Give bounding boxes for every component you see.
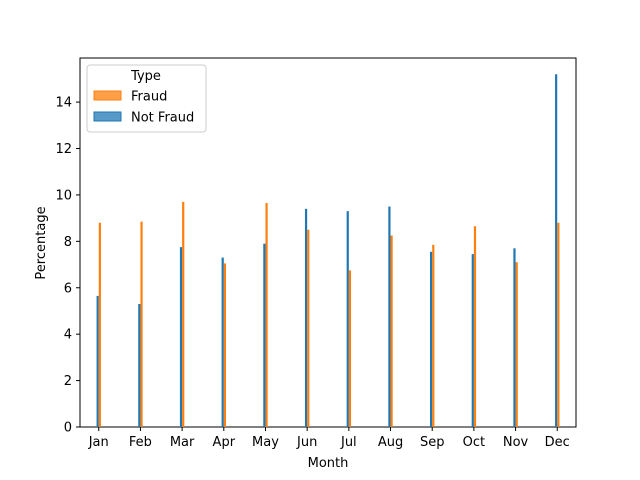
bar-not-fraud-nov xyxy=(513,248,516,427)
x-tick-label-feb: Feb xyxy=(129,435,152,450)
bar-fraud-may xyxy=(265,203,268,427)
bar-not-fraud-mar xyxy=(179,247,183,427)
legend-swatch-not-fraud xyxy=(93,111,122,122)
bar-fraud-dec xyxy=(557,222,560,427)
bar-not-fraud-sep xyxy=(430,251,433,427)
y-tick-label: 4 xyxy=(64,328,72,343)
bar-not-fraud-feb xyxy=(138,304,141,427)
x-tick-label-jan: Jan xyxy=(88,435,109,450)
bar-fraud-sep xyxy=(432,244,435,427)
legend-label-fraud: Fraud xyxy=(131,90,167,105)
bar-fraud-jul xyxy=(348,270,352,427)
y-tick-label: 12 xyxy=(55,142,72,157)
bars xyxy=(96,74,560,427)
bar-fraud-nov xyxy=(515,262,518,427)
legend-title: Type xyxy=(130,69,161,84)
bar-not-fraud-jul xyxy=(346,211,349,427)
bar-not-fraud-oct xyxy=(471,254,474,427)
bar-not-fraud-dec xyxy=(555,74,558,427)
x-tick-label-nov: Nov xyxy=(503,435,529,450)
x-axis-title: Month xyxy=(308,456,349,471)
y-axis: 0 2 4 6 8 10 12 14 xyxy=(55,96,80,436)
y-tick-label: 0 xyxy=(64,421,72,436)
bar-not-fraud-may xyxy=(263,243,266,427)
bar-not-fraud-jan xyxy=(96,295,99,427)
legend-swatch-fraud xyxy=(93,90,122,101)
y-axis-title: Percentage xyxy=(34,206,49,279)
bar-fraud-mar xyxy=(182,201,185,427)
x-tick-label-may: May xyxy=(252,435,279,450)
x-tick-label-jul: Jul xyxy=(340,435,357,450)
x-tick-label-apr: Apr xyxy=(213,435,236,450)
plot-area xyxy=(79,57,577,428)
bar-not-fraud-jun xyxy=(304,208,308,427)
legend-items: Fraud Not Fraud xyxy=(93,90,194,126)
bar-fraud-oct xyxy=(473,226,477,427)
x-axis: Jan Feb Mar Apr May Jun Jul Aug Sep Oct Nov Dec xyxy=(88,427,570,450)
bar-not-fraud-apr xyxy=(221,257,224,427)
legend-label-not-fraud: Not Fraud xyxy=(131,111,194,126)
x-tick-label-dec: Dec xyxy=(545,435,570,450)
bar-not-fraud-aug xyxy=(388,206,391,427)
x-tick-label-oct: Oct xyxy=(463,435,485,450)
x-tick-label-mar: Mar xyxy=(170,435,195,450)
y-tick-label: 6 xyxy=(64,281,72,296)
y-tick-label: 2 xyxy=(64,374,72,389)
y-tick-label: 8 xyxy=(64,235,72,250)
y-tick-label: 14 xyxy=(55,96,72,111)
bar-fraud-aug xyxy=(390,235,393,427)
legend: Type Fraud Not Fraud xyxy=(86,64,207,133)
bar-fraud-jun xyxy=(307,229,310,427)
plot-frame xyxy=(79,57,577,428)
bar-fraud-feb xyxy=(140,221,143,427)
x-tick-label-aug: Aug xyxy=(378,435,403,450)
y-tick-label: 10 xyxy=(55,188,72,203)
x-tick-label-sep: Sep xyxy=(420,435,445,450)
bar-fraud-apr xyxy=(223,263,226,427)
x-tick-label-jun: Jun xyxy=(296,435,317,450)
bar-fraud-jan xyxy=(98,222,101,427)
